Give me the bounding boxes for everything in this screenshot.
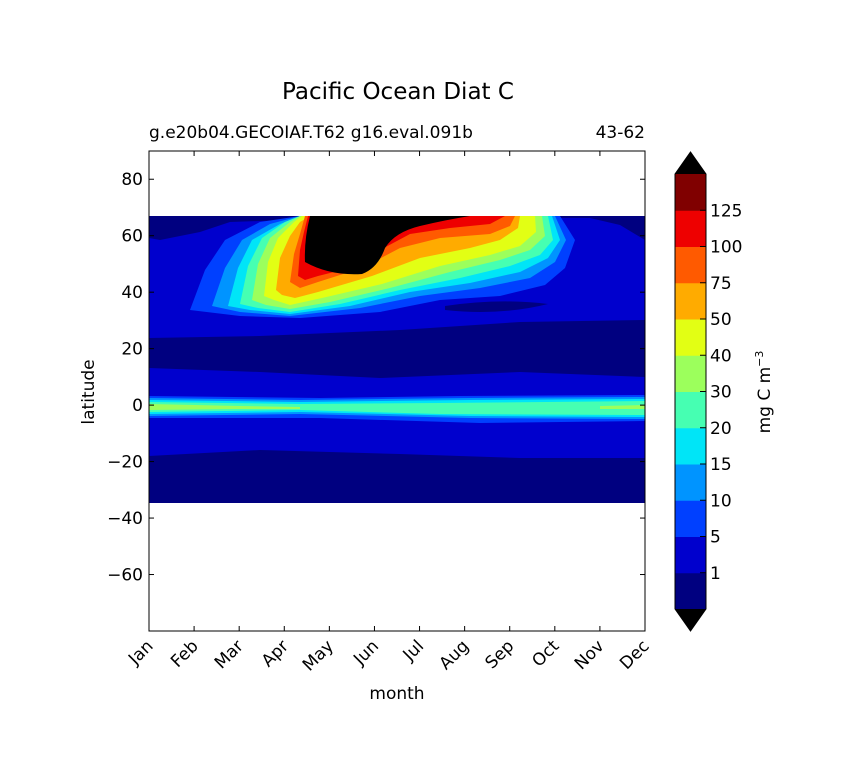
x-tick-label: Jan	[124, 636, 157, 669]
colorbar-swatch	[675, 427, 706, 465]
chart-subtitle-right: 43-62	[596, 123, 645, 143]
colorbar-extend-low	[675, 609, 706, 631]
x-tick-label: Aug	[436, 636, 474, 674]
colorbar-tick-label: 75	[710, 274, 732, 294]
colorbar-swatch	[675, 500, 706, 537]
y-tick-label: −40	[107, 509, 143, 529]
y-axis-label: latitude	[79, 359, 99, 424]
contour-level-lt1-north-edge	[149, 216, 645, 240]
colorbar-tick-label: 125	[710, 201, 742, 221]
colorbar-label: mg C m−3	[753, 351, 775, 434]
colorbar-tick-label: 30	[710, 383, 732, 403]
colorbar-tick-label: 1	[710, 564, 721, 584]
y-tick-label: 40	[121, 283, 143, 303]
colorbar-label-exponent: −3	[753, 351, 766, 367]
x-tick-label: Jul	[399, 636, 428, 665]
colorbar-swatch	[675, 572, 706, 610]
y-tick-label: 20	[121, 340, 143, 360]
colorbar-tick-label: 15	[710, 455, 732, 475]
contour-level-lt1-north-gyre	[149, 320, 645, 378]
colorbar-tick-label: 10	[710, 491, 732, 511]
colorbar-tick-label: 50	[710, 310, 732, 330]
contour-level-lt1-north-patch	[445, 301, 548, 312]
colorbar-swatch	[675, 210, 706, 247]
colorbar-tick-label: 40	[710, 346, 732, 366]
x-tick-label: Feb	[167, 636, 202, 671]
contour-level-lt1-south-gyre	[149, 450, 645, 503]
y-tick-label: 60	[121, 227, 143, 247]
chart-subtitle-left: g.e20b04.GECOIAF.T62 g16.eval.091b	[149, 123, 473, 143]
colorbar-tick-label: 5	[710, 528, 721, 548]
colorbar-swatch	[675, 464, 706, 501]
colorbar-swatch	[675, 246, 706, 284]
contour-level-gt125-core	[304, 216, 470, 275]
contour-field	[149, 216, 645, 503]
y-tick-label: 80	[121, 170, 143, 190]
y-tick-label: −60	[107, 566, 143, 586]
colorbar-swatch	[675, 391, 706, 429]
contour-level-30-40-equator-east	[600, 405, 645, 409]
colorbar-swatch	[675, 319, 706, 356]
colorbar-label-units: mg C m	[755, 367, 775, 434]
plot-frame	[148, 150, 646, 632]
colorbar-extend-high	[675, 152, 706, 174]
y-tick-label: −20	[107, 453, 143, 473]
colorbar-swatch	[675, 282, 706, 320]
colorbar-tick-label: 20	[710, 419, 732, 439]
colorbar-tick-label: 100	[710, 238, 742, 258]
x-tick-label: May	[299, 636, 338, 675]
x-axis-label: month	[369, 684, 424, 704]
colorbar-swatch	[675, 536, 706, 574]
y-tick-label: 0	[132, 396, 143, 416]
x-tick-label: Mar	[211, 636, 248, 673]
x-tick-label: Oct	[528, 636, 563, 671]
colorbar-swatch	[675, 174, 706, 211]
contour-level-20-30-equator	[149, 401, 645, 415]
colorbar-outline	[674, 151, 707, 632]
x-tick-label: Nov	[571, 636, 609, 674]
x-tick-label: Apr	[258, 636, 293, 671]
contour-level-30-40-equator	[149, 404, 300, 410]
x-tick-label: Dec	[616, 636, 653, 673]
colorbar-swatch	[675, 355, 706, 392]
chart-title: Pacific Ocean Diat C	[282, 79, 514, 105]
x-tick-label: Jun	[349, 636, 383, 670]
x-tick-label: Sep	[481, 636, 518, 673]
